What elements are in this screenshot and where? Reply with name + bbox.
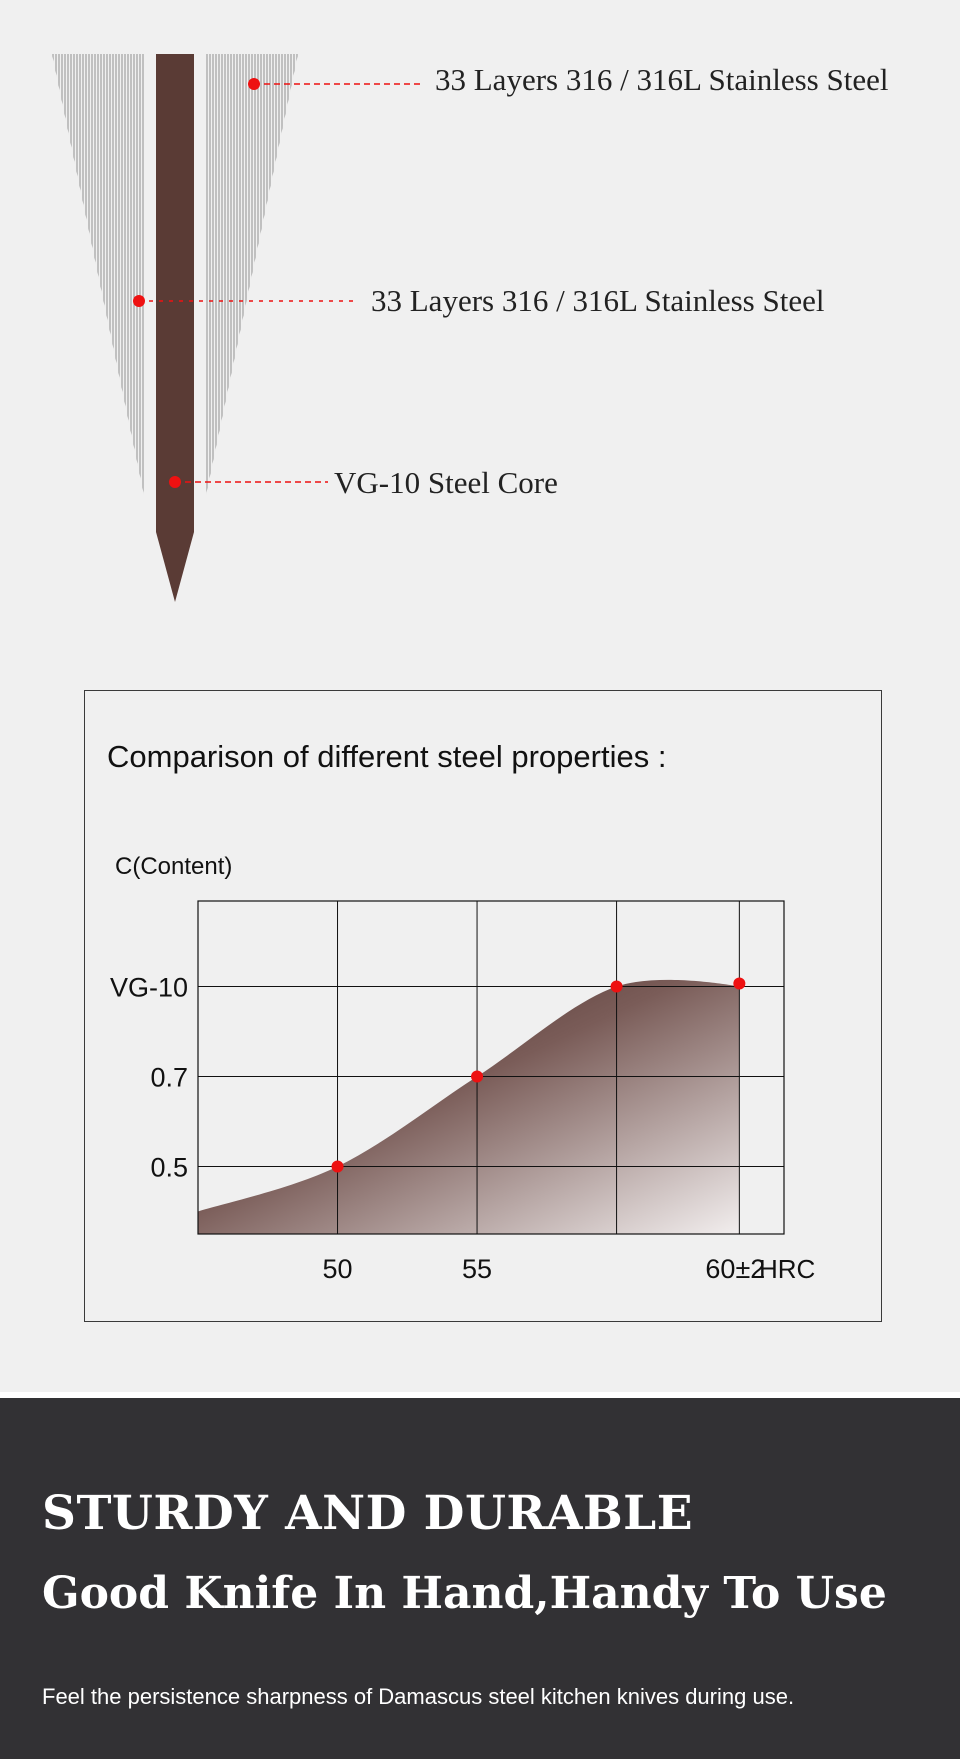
headline-sturdy: STURDY AND DURABLE <box>42 1486 694 1541</box>
callout-3-marker <box>169 476 181 488</box>
stainless-layers-left <box>52 54 144 495</box>
stainless-layers-right <box>206 54 298 495</box>
callout-1-leader <box>248 78 422 90</box>
promo-band: STURDY AND DURABLE Good Knife In Hand,Ha… <box>0 1392 960 1759</box>
headline-handy: Good Knife In Hand,Handy To Use <box>42 1568 887 1619</box>
chart-title: Comparison of different steel properties… <box>107 739 667 774</box>
plot-frame <box>197 900 785 1235</box>
x-tick-label: 55 <box>462 1254 492 1284</box>
x-axis-label: HRC <box>759 1254 815 1284</box>
data-point <box>471 1070 484 1083</box>
steel-core <box>156 54 194 602</box>
data-point <box>733 977 746 990</box>
x-tick-label: 50 <box>323 1254 353 1284</box>
chart-plot: 50 55 60±2 0.5 0.7 VG-10 C(Content) HRC <box>110 853 815 1284</box>
callout-2-marker <box>133 295 145 307</box>
callout-label-inner-layers: 33 Layers 316 / 316L Stainless Steel <box>371 283 825 318</box>
carbon-content-area <box>198 979 740 1234</box>
y-axis-label: C(Content) <box>115 853 232 880</box>
x-tick-label: 60±2 <box>705 1254 765 1284</box>
callout-3-leader <box>169 476 328 488</box>
steel-comparison-chart: Comparison of different steel properties… <box>84 690 882 1322</box>
blade-cross-section-diagram <box>52 54 422 602</box>
y-tick-label: 0.5 <box>150 1153 188 1183</box>
tagline: Feel the persistence sharpness of Damasc… <box>42 1684 795 1709</box>
callout-label-outer-layers: 33 Layers 316 / 316L Stainless Steel <box>435 62 889 97</box>
data-point <box>331 1160 344 1173</box>
callout-label-steel-core: VG-10 Steel Core <box>334 465 558 500</box>
data-point <box>610 980 623 993</box>
callout-2-leader <box>133 295 358 307</box>
y-tick-label: VG-10 <box>110 973 188 1003</box>
y-tick-label: 0.7 <box>150 1063 188 1093</box>
callout-1-marker <box>248 78 260 90</box>
